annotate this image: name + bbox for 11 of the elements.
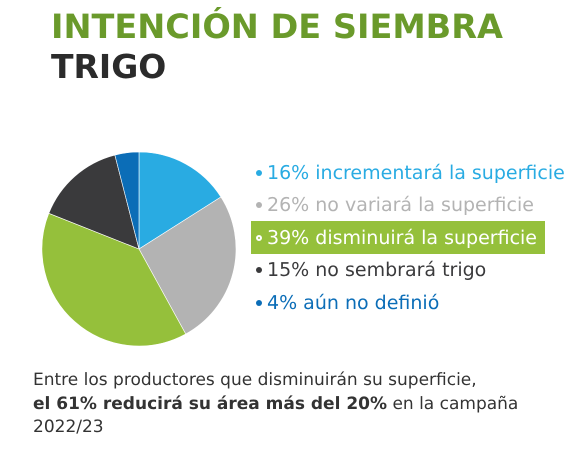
text: el 61% reducirá su área más del 20% [33, 392, 388, 416]
legend-label: 16% incrementará la superficie [267, 162, 565, 184]
text: Entre los productores que disminuirán su superficie, [33, 369, 477, 392]
legend-label: 4% aún no definió [267, 292, 440, 314]
chart-subtitle: TRIGO [51, 47, 166, 86]
legend-label: 15% no sembrará trigo [267, 259, 486, 281]
legend-label: 26% no variará la superficie [267, 194, 534, 216]
text: 2022/23 [33, 416, 104, 439]
chart-title: INTENCIÓN DE SIEMBRA [51, 7, 503, 46]
text: en la campaña [392, 392, 518, 416]
legend-label: 39% disminuirá la superficie [267, 226, 537, 248]
